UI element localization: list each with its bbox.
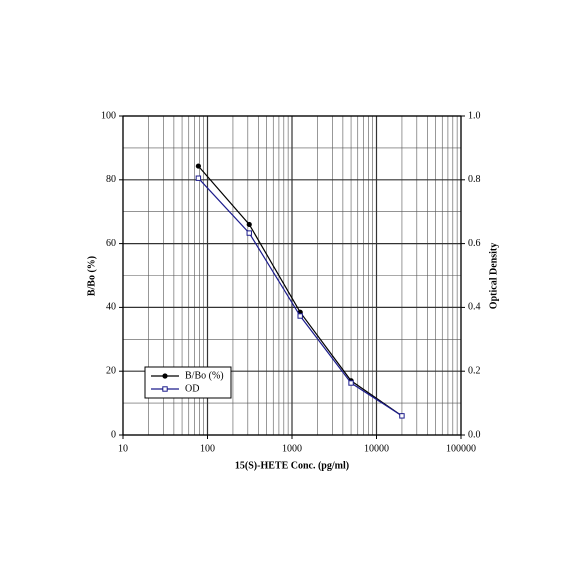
point	[246, 230, 252, 236]
point	[195, 175, 202, 181]
x-tick-label: 10000	[364, 443, 389, 454]
y2-tick-label: 1.0	[468, 110, 481, 121]
legend-label: OD	[185, 383, 199, 394]
legend-label: B/Bo (%)	[185, 370, 224, 381]
legend-marker	[162, 386, 168, 392]
x-tick-label: 100000	[446, 443, 476, 454]
point	[348, 380, 354, 386]
y2-tick-label: 0.2	[468, 365, 481, 376]
x-tick-label: 1000	[282, 443, 302, 454]
point	[195, 163, 201, 169]
y-tick-label: 40	[106, 302, 116, 313]
point	[246, 221, 252, 228]
legend-marker	[162, 373, 168, 379]
y2-tick-label: 0.4	[468, 302, 481, 313]
y-tick-label: 100	[101, 110, 116, 121]
x-tick-label: 100	[200, 443, 215, 454]
y-axis-title: B/Bo (%)	[86, 256, 97, 296]
x-tick-label: 10	[118, 443, 128, 454]
plot-frame	[122, 115, 462, 436]
x-axis-title: 15(S)-HETE Conc. (pg/ml)	[235, 460, 349, 471]
y2-tick-label: 0.0	[468, 429, 481, 440]
y2-tick-label: 0.8	[468, 174, 481, 185]
legend-box	[144, 366, 232, 399]
y2-tick-label: 0.6	[468, 238, 481, 249]
y-tick-label: 20	[106, 365, 116, 376]
point	[297, 313, 303, 319]
y-tick-label: 80	[106, 174, 116, 185]
y-tick-label: 60	[106, 238, 116, 249]
y-tick-label: 0	[111, 429, 116, 440]
y2-axis-title: Optical Density	[488, 243, 499, 309]
point	[399, 413, 405, 419]
